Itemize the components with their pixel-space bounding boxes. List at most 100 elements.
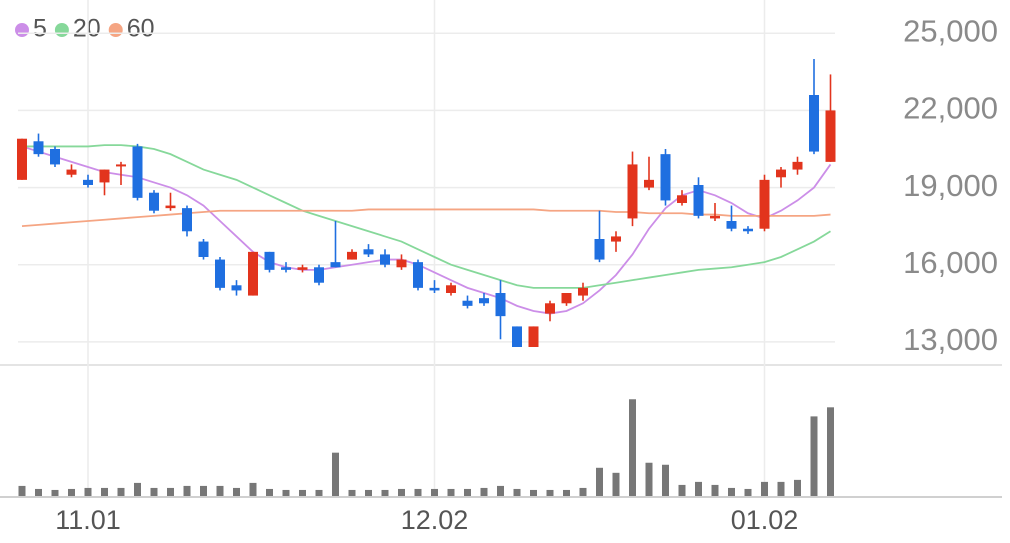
- candle-body: [743, 228, 753, 232]
- volume-bar: [662, 464, 669, 496]
- candle-body: [231, 285, 242, 291]
- candle-body: [429, 287, 440, 291]
- volume-bar: [266, 488, 273, 496]
- candle-body: [462, 300, 473, 306]
- volume-bar: [513, 488, 521, 496]
- volume-bar: [84, 487, 92, 496]
- candle-body: [281, 267, 291, 270]
- y-tick-label: 19,000: [903, 168, 998, 203]
- volume-bar: [414, 488, 422, 496]
- volume-bar: [464, 488, 471, 496]
- legend: 5 20 60: [15, 15, 155, 43]
- candle-body: [627, 164, 638, 219]
- volume-bar: [183, 485, 191, 496]
- candle-body: [17, 138, 27, 180]
- candle-body: [677, 195, 687, 203]
- candle-body: [116, 164, 126, 167]
- candle-body: [396, 259, 407, 268]
- volume-bar: [68, 488, 75, 496]
- candle-body: [198, 241, 209, 257]
- volume-bar: [447, 488, 455, 496]
- volume-bar: [480, 487, 488, 496]
- volume-bar: [629, 399, 636, 496]
- x-tick-label: 01.02: [731, 505, 799, 535]
- volume-bar: [134, 482, 141, 496]
- volume-bar: [497, 485, 504, 496]
- volume-bar: [315, 489, 323, 496]
- candle-body: [132, 146, 143, 198]
- candle-body: [413, 262, 423, 288]
- candle-body: [809, 95, 819, 152]
- candle-body: [363, 249, 374, 255]
- candle-body: [165, 205, 176, 209]
- candle-body: [759, 179, 770, 229]
- ma-line: [21, 145, 832, 315]
- candle-body: [528, 326, 539, 347]
- candle-body: [792, 161, 803, 170]
- volume-bar: [299, 489, 306, 496]
- volume-bar: [150, 487, 158, 496]
- candle-body: [644, 179, 654, 188]
- candle-body: [495, 293, 506, 317]
- volume-bar: [200, 485, 207, 496]
- legend-swatch: [15, 23, 29, 37]
- candle-body: [99, 169, 110, 183]
- candle-body: [264, 251, 275, 270]
- candle-body: [330, 262, 341, 268]
- candle-body: [594, 239, 605, 260]
- volume-bar: [249, 482, 257, 496]
- candle-body: [545, 303, 555, 314]
- candle-body: [215, 259, 225, 288]
- x-tick-label: 12.02: [401, 505, 469, 535]
- volume-bar: [18, 485, 26, 496]
- volume-bar: [761, 481, 768, 496]
- volume-bar: [645, 462, 653, 496]
- volume-bar: [365, 489, 372, 496]
- candle-body: [776, 169, 786, 178]
- volume-bar: [794, 479, 801, 496]
- volume-bar: [117, 487, 125, 496]
- volume-bar: [728, 487, 735, 496]
- volume-bar: [282, 489, 290, 496]
- candle-body: [578, 287, 588, 296]
- candle-body: [479, 298, 489, 304]
- volume-bar: [695, 481, 702, 496]
- candle-body: [347, 251, 357, 260]
- volume-bar: [612, 472, 620, 496]
- volume-bar: [381, 489, 389, 496]
- candle-body: [611, 236, 621, 242]
- volume-bar: [530, 489, 537, 496]
- candle-body: [446, 285, 456, 293]
- candle-body: [512, 326, 522, 347]
- volume-bar: [744, 488, 752, 496]
- candle-body: [693, 185, 704, 216]
- candle-body: [50, 149, 60, 165]
- candle-body: [182, 208, 192, 232]
- legend-swatch: [54, 23, 69, 37]
- legend-label: 60: [127, 15, 155, 43]
- volume-bar: [398, 488, 405, 496]
- legend-label: 20: [73, 15, 101, 43]
- volume-bar: [546, 489, 554, 496]
- candle-body: [83, 179, 93, 185]
- volume-bar: [777, 481, 785, 496]
- volume-bar: [711, 484, 719, 496]
- volume-bar: [827, 407, 834, 496]
- volume-bar: [596, 467, 603, 496]
- candle-body: [297, 267, 308, 270]
- volume-bar: [579, 487, 587, 496]
- candle-body: [825, 110, 836, 162]
- volume-bar: [348, 489, 356, 496]
- y-tick-label: 13,000: [903, 322, 998, 357]
- y-tick-label: 16,000: [903, 245, 998, 280]
- y-tick-label: 25,000: [903, 13, 998, 48]
- volume-bar: [678, 484, 686, 496]
- volume-bar: [101, 487, 108, 496]
- legend-label: 5: [33, 15, 47, 43]
- ma-line: [21, 208, 831, 228]
- volume-bar: [216, 485, 224, 496]
- candle-body: [660, 154, 671, 201]
- candle-body: [561, 293, 572, 304]
- volume-bar: [51, 489, 59, 496]
